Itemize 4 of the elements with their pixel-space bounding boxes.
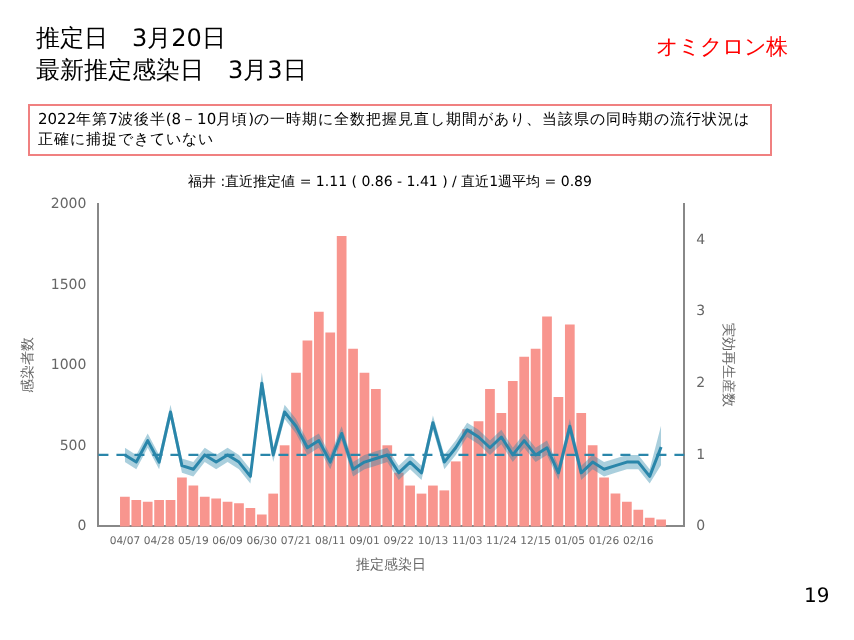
chart-title: 推定日 3月20日 (36, 24, 226, 54)
text: 19 (804, 586, 830, 608)
text: オミクロン株 (656, 32, 788, 62)
chart-subtitle: 最新推定感染日 3月3日 (36, 56, 307, 86)
